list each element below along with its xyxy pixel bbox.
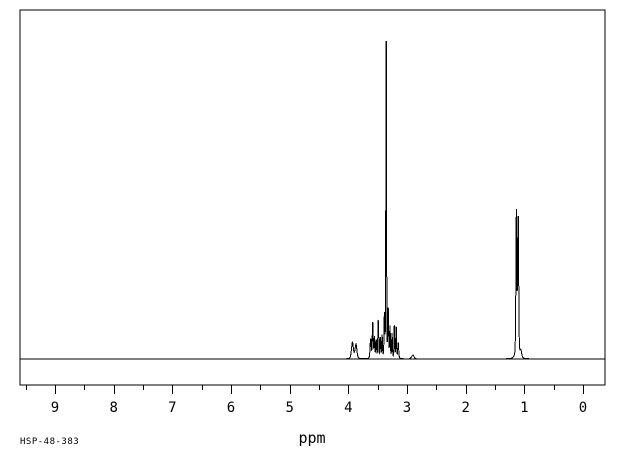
axis-tick-label: 1	[520, 400, 528, 416]
axis-tick-label: 8	[109, 400, 117, 416]
axis-title: ppm	[298, 429, 325, 447]
axis-tick-label: 2	[461, 400, 469, 416]
axis-tick-label: 0	[579, 400, 587, 416]
sample-id-label: HSP-48-383	[20, 437, 79, 447]
axis-tick-label: 3	[403, 400, 411, 416]
axis-ticks	[26, 385, 584, 394]
axis-tick-label: 4	[344, 400, 352, 416]
axis-tick-label: 5	[285, 400, 293, 416]
plot-frame	[19, 9, 606, 386]
axis-tick-labels: 9 8 7 6 5 4 3 2 1 0	[51, 400, 587, 416]
axis-tick-label: 7	[168, 400, 176, 416]
axis-tick-label: 9	[51, 400, 59, 416]
spectrum-trace	[20, 40, 605, 360]
axis-tick-label: 6	[227, 400, 235, 416]
